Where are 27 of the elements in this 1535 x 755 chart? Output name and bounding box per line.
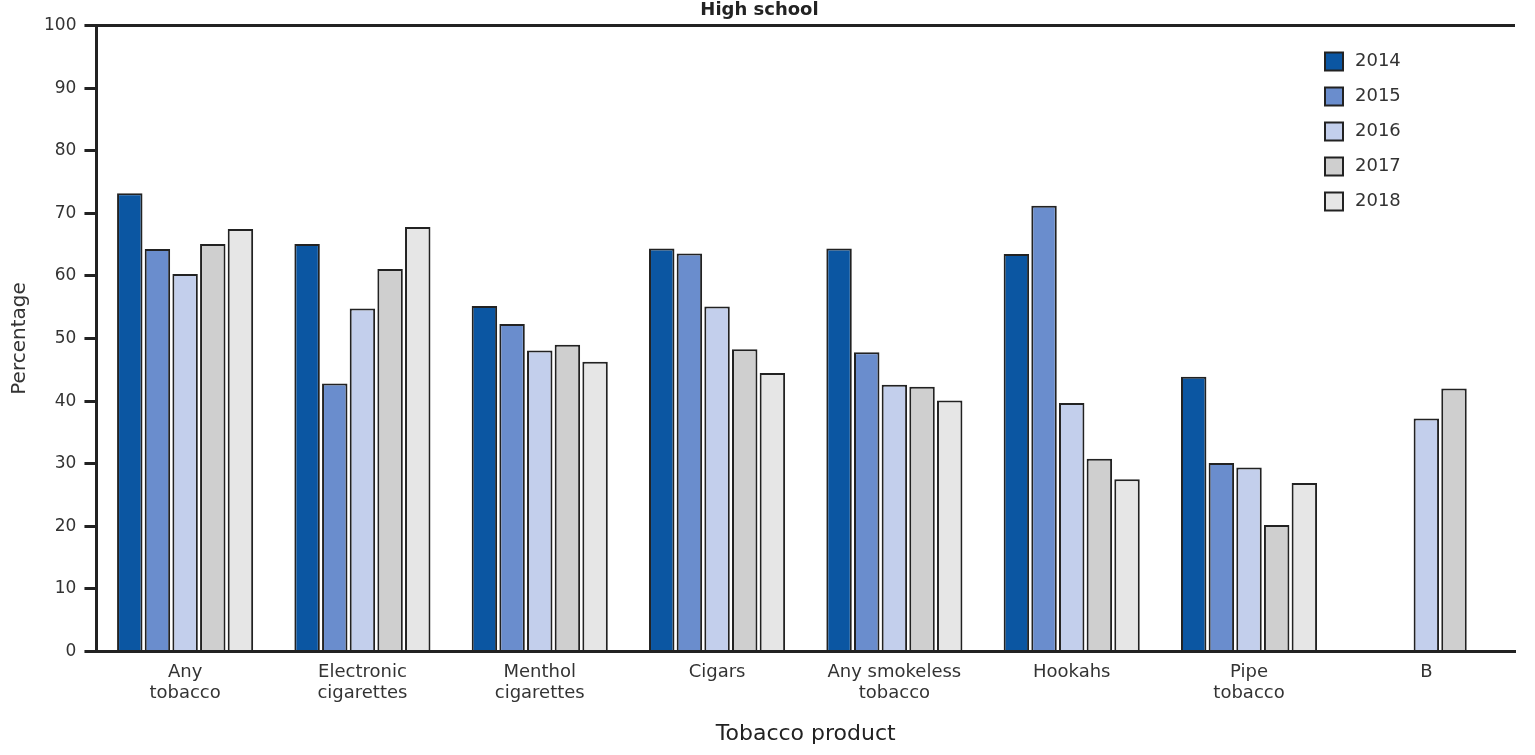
y-tick-label: 90 <box>54 76 77 97</box>
y-tick-label: 60 <box>54 264 77 285</box>
legend-label: 2016 <box>1355 119 1401 141</box>
chart-title: High school <box>700 0 819 20</box>
y-tick-label: 20 <box>54 514 77 535</box>
x-tick-label: Any tobacco <box>149 659 221 703</box>
y-axis-title: Percentage <box>6 282 31 395</box>
y-tick-label: 0 <box>65 639 77 660</box>
y-tick-label: 100 <box>43 14 77 35</box>
y-tick-label: 80 <box>54 139 77 160</box>
y-tick-label: 50 <box>54 326 77 347</box>
legend-label: 2018 <box>1355 189 1401 211</box>
y-tick-label: 40 <box>54 389 77 410</box>
x-tick-label: Electronic cigarettes <box>317 659 408 703</box>
x-tick-label: Pipe tobacco <box>1213 659 1285 703</box>
x-tick-label: Hookahs <box>1032 659 1111 681</box>
legend-label: 2017 <box>1355 154 1401 176</box>
x-tick-label: Menthol cigarettes <box>494 659 585 703</box>
legend-label: 2014 <box>1355 49 1401 71</box>
x-axis-title: Tobacco product <box>714 719 897 745</box>
y-tick-label: 30 <box>54 452 77 473</box>
legend-label: 2015 <box>1355 84 1401 106</box>
x-tick-label: B <box>1420 659 1433 681</box>
x-tick-label: Any smokeless tobacco <box>827 659 962 703</box>
y-tick-label: 10 <box>54 577 77 598</box>
y-tick-label: 70 <box>54 201 77 222</box>
x-tick-label: Cigars <box>688 659 746 681</box>
